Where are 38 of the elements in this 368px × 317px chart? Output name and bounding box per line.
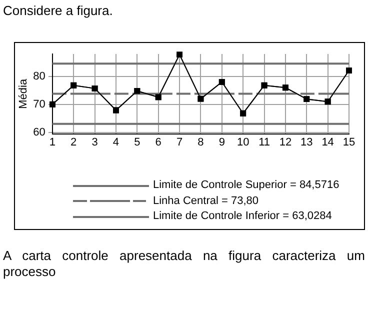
point <box>218 79 225 85</box>
legend-label: Limite de Controle Inferior = 63,0284 <box>153 209 332 224</box>
y-tick-label: 80 <box>33 70 46 82</box>
point <box>134 88 140 94</box>
y-axis-title: Média <box>18 78 30 109</box>
text: A carta controle apresentada na figura caracteriza um processo <box>3 248 365 280</box>
x-tick-label: 13 <box>300 136 313 148</box>
x-tick-label: 9 <box>218 136 225 148</box>
x-tick-label: 11 <box>258 136 270 148</box>
legend-label: Linha Central = 73,80 <box>153 194 258 208</box>
y-tick-label: 70 <box>33 98 46 110</box>
x-tick-label: 7 <box>176 136 183 148</box>
point <box>70 82 77 88</box>
chart-title: Considere a figura. <box>3 3 113 18</box>
x-tick-label: 4 <box>112 136 120 148</box>
x-tick-label: 8 <box>198 136 204 148</box>
x-tick-label: 3 <box>92 136 98 148</box>
point <box>92 85 98 92</box>
point <box>304 96 310 102</box>
y-tick-label: 60 <box>33 126 46 138</box>
point <box>240 110 246 116</box>
point <box>198 96 204 102</box>
point <box>282 84 288 91</box>
x-tick-label: 10 <box>236 136 250 148</box>
legend-label: Limite de Controle Superior = 84,5716 <box>153 178 340 193</box>
point <box>113 107 119 114</box>
x-tick-label: 5 <box>134 136 140 148</box>
x-tick-label: 2 <box>70 136 77 148</box>
x-tick-label: 15 <box>342 136 356 148</box>
x-tick-label: 6 <box>155 136 162 148</box>
point <box>346 68 352 74</box>
point <box>155 94 162 100</box>
x-tick-label: 14 <box>322 136 334 148</box>
point <box>324 98 331 105</box>
x-tick-label: 1 <box>49 136 56 148</box>
x-tick-label: 12 <box>279 136 292 148</box>
point <box>261 82 268 88</box>
point <box>176 52 183 58</box>
